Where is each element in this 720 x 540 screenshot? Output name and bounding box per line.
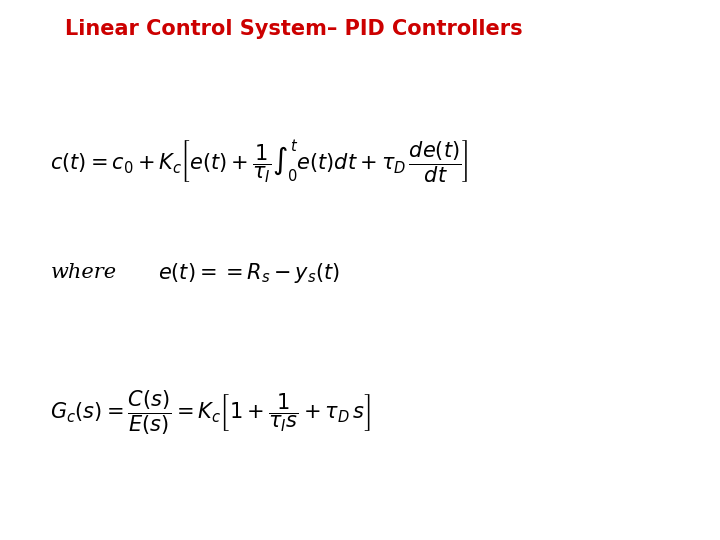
Text: $c(t) = c_0 + K_c\left[e(t) + \dfrac{1}{\tau_I}\int_0^t e(t)dt + \tau_D\,\dfrac{: $c(t) = c_0 + K_c\left[e(t) + \dfrac{1}{… bbox=[50, 138, 469, 186]
Text: $G_c(s) = \dfrac{C(s)}{E(s)} = K_c\left[1 + \dfrac{1}{\tau_I s} + \tau_D\, s\rig: $G_c(s) = \dfrac{C(s)}{E(s)} = K_c\left[… bbox=[50, 389, 372, 437]
Text: where: where bbox=[50, 263, 117, 282]
Text: $e(t) == R_s - y_s(t)$: $e(t) == R_s - y_s(t)$ bbox=[158, 261, 341, 285]
Text: Linear Control System– PID Controllers: Linear Control System– PID Controllers bbox=[65, 19, 523, 39]
